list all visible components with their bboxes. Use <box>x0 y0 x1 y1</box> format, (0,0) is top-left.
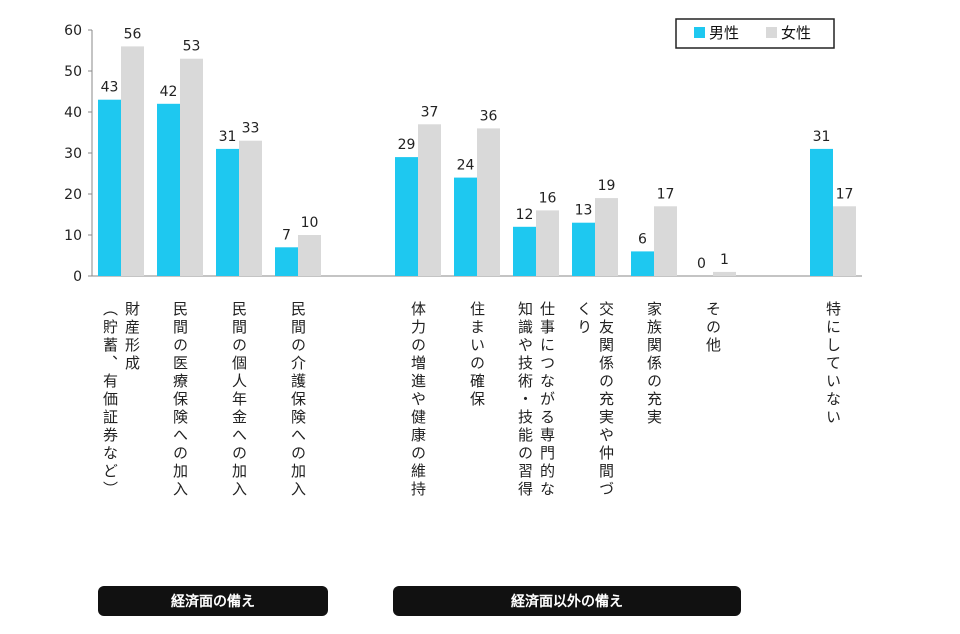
data-label: 31 <box>813 129 831 145</box>
y-tick-label: 60 <box>64 23 82 39</box>
legend-box <box>675 18 835 49</box>
bar-male <box>216 148 239 276</box>
bar-female <box>713 271 736 276</box>
bars: 43 42 31 7 29 24 12 13 6 0 31 56 53 33 10 37 36 16 19 17 1 17 <box>98 26 856 277</box>
category-label: 交友関係の充実や仲間づ <box>597 300 615 499</box>
category-label: （貯蓄、有価証券など） <box>101 301 119 499</box>
data-label: 6 <box>638 231 647 247</box>
legend: 男性 女性 <box>675 18 835 49</box>
category-label: 民間の個人年金への加入 <box>230 301 248 499</box>
data-label: 42 <box>160 84 178 100</box>
category-label: 体力の増進や健康の維持 <box>409 301 427 499</box>
category-labels: 財産形成（貯蓄、有価証券など） 民間の医療保険への加入 民間の個人年金への加入 民間の… <box>101 300 842 499</box>
bar-female <box>595 198 618 276</box>
bar-female <box>239 140 262 276</box>
data-label: 7 <box>282 227 291 243</box>
data-label: 16 <box>539 190 557 206</box>
bar-female <box>536 210 559 276</box>
group-label-non-financial: 経済面以外の備え <box>393 586 741 616</box>
data-label: 36 <box>480 108 498 124</box>
bar-male <box>157 103 180 276</box>
bar-male <box>395 157 418 276</box>
legend-swatch <box>766 27 777 38</box>
y-tick-label: 10 <box>64 228 82 244</box>
bar-female <box>477 128 500 276</box>
data-label: 29 <box>398 137 416 153</box>
bar-male <box>275 247 298 276</box>
bar-male <box>454 177 477 276</box>
category-label: 財産形成 <box>123 301 141 373</box>
category-label: 家族関係の充実 <box>645 301 663 427</box>
category-label: 民間の介護保険への加入 <box>289 301 307 499</box>
bar-female <box>121 46 144 277</box>
category-label: その他 <box>704 301 722 355</box>
legend-swatch <box>694 27 705 38</box>
category-label: 住まいの確保 <box>468 301 486 409</box>
category-label: 知識や技術・技能の習得 <box>516 301 534 499</box>
data-label: 31 <box>219 129 237 145</box>
data-label: 1 <box>720 252 729 268</box>
data-label: 17 <box>836 186 854 202</box>
bar-female <box>833 206 856 276</box>
category-label: 特にしていない <box>824 301 842 427</box>
data-label: 43 <box>101 80 119 96</box>
legend-label: 女性 <box>781 24 811 42</box>
category-label: 仕事につながる専門的な <box>538 301 556 499</box>
category-label: くり <box>575 301 593 337</box>
y-tick-label: 30 <box>64 146 82 162</box>
bar-male <box>98 99 121 276</box>
bar-female <box>654 206 677 276</box>
data-label: 12 <box>516 207 534 223</box>
bar-male <box>513 226 536 276</box>
group-label-financial: 経済面の備え <box>98 586 328 616</box>
data-label: 10 <box>301 215 319 231</box>
bar-female <box>298 235 321 276</box>
y-tick-label: 0 <box>73 269 82 285</box>
data-label: 56 <box>124 26 142 42</box>
bar-female <box>418 124 441 276</box>
bar-male <box>572 222 595 276</box>
bar-male <box>631 251 654 276</box>
category-label: 民間の医療保険への加入 <box>171 301 189 499</box>
data-label: 53 <box>183 39 201 55</box>
bar-female <box>180 58 203 277</box>
data-label: 19 <box>598 178 616 194</box>
y-tick-label: 50 <box>64 64 82 80</box>
data-label: 13 <box>575 203 593 219</box>
data-label: 33 <box>242 121 260 137</box>
y-tick-label: 20 <box>64 187 82 203</box>
bar-male <box>810 148 833 276</box>
data-label: 37 <box>421 104 439 120</box>
data-label: 0 <box>697 256 706 272</box>
y-tick-label: 40 <box>64 105 82 121</box>
legend-label: 男性 <box>709 24 739 42</box>
data-label: 24 <box>457 158 475 174</box>
data-label: 17 <box>657 186 675 202</box>
